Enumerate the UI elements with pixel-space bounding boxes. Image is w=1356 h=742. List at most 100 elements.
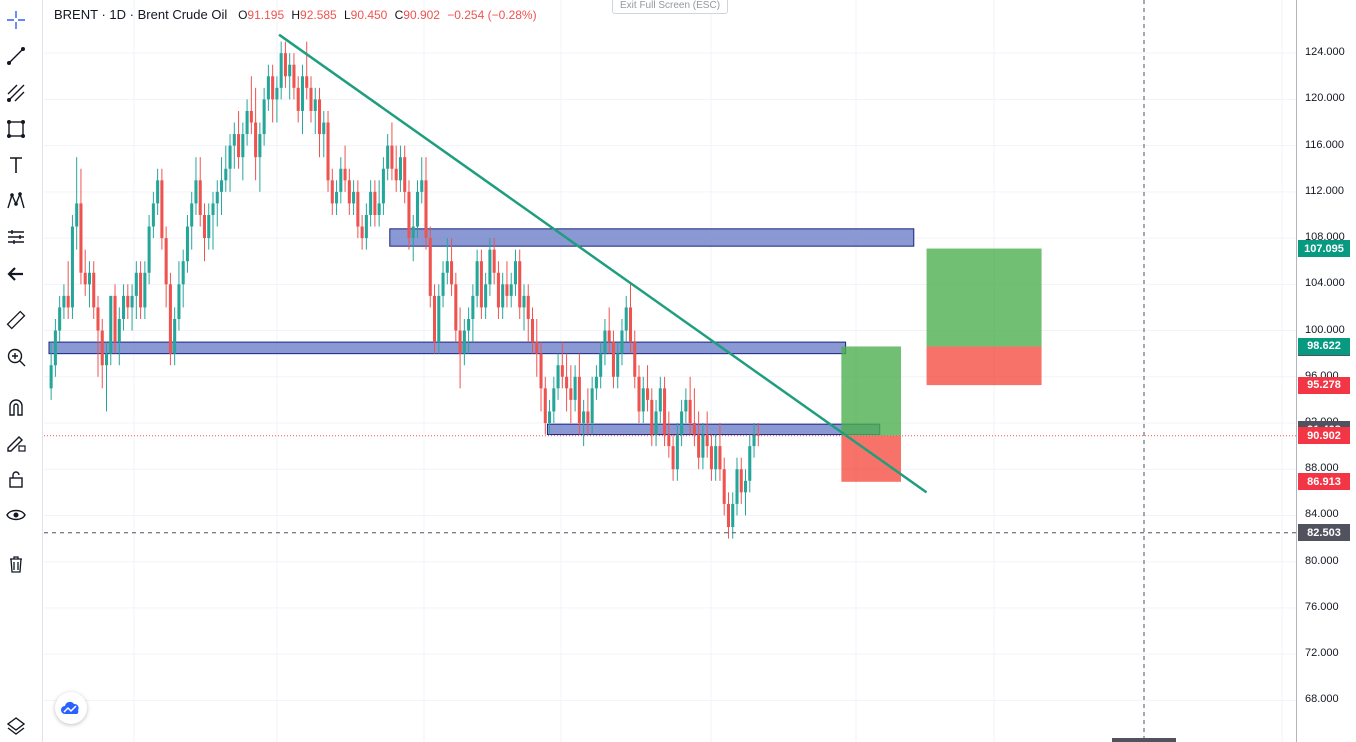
candle-body	[641, 388, 645, 412]
lock-icon[interactable]	[3, 466, 29, 492]
candle-body	[462, 330, 466, 354]
symbol-legend: BRENT · 1D · Brent Crude Oil O91.195 H92…	[54, 7, 537, 22]
candle-body	[160, 180, 164, 239]
candle-body	[352, 191, 356, 204]
exit-fullscreen-button[interactable]: Exit Full Screen (ESC)	[612, 0, 729, 14]
legend-close-label: C	[394, 8, 404, 22]
candle-body	[228, 145, 232, 169]
candle-body	[185, 226, 189, 262]
candle-body	[552, 388, 556, 412]
price-badge: 90.902	[1298, 427, 1350, 445]
trash-icon[interactable]	[3, 551, 29, 577]
candle-body	[680, 411, 684, 435]
price-badge: 95.278	[1298, 376, 1350, 394]
candle-body	[75, 203, 79, 227]
candle-body	[241, 134, 245, 158]
legend-interval[interactable]: 1D	[109, 7, 127, 22]
candle-body	[565, 376, 569, 389]
candle-body	[190, 203, 194, 227]
chart-canvas[interactable]	[44, 0, 1296, 742]
price-scale[interactable]: 124.000 120.000 116.000 112.000 108.000 104.0…	[1296, 0, 1356, 742]
eye-icon[interactable]	[3, 502, 29, 528]
zoom-in-icon[interactable]	[3, 344, 29, 370]
candle-body	[232, 134, 236, 146]
chart-pane[interactable]	[44, 0, 1296, 742]
legend-low-label: L	[343, 8, 351, 22]
candle-body	[667, 434, 671, 447]
support-resistance-zone	[389, 228, 915, 247]
text-icon[interactable]	[3, 152, 29, 178]
candle-body	[113, 295, 117, 343]
candle-body	[752, 434, 756, 447]
candle-body	[722, 469, 726, 504]
candle-body	[454, 284, 458, 331]
candle-body	[139, 272, 143, 308]
legend-high-label: H	[291, 8, 301, 22]
drawing-toolbar	[0, 0, 43, 742]
ruler-icon[interactable]	[3, 307, 29, 333]
candle-body	[513, 261, 517, 285]
candle-body	[262, 99, 266, 135]
candle-body	[411, 226, 415, 239]
candle-body	[569, 388, 573, 400]
candle-body	[198, 180, 202, 215]
candle-body	[49, 365, 53, 389]
candle-body	[607, 330, 611, 343]
trend-line-icon[interactable]	[3, 43, 29, 69]
candle-body	[322, 122, 326, 135]
price-tick-label: 124.000	[1305, 46, 1345, 59]
candle-body	[279, 53, 283, 88]
layers-icon[interactable]	[3, 713, 29, 739]
candle-body	[117, 318, 121, 343]
lock-drawing-icon[interactable]	[3, 430, 29, 456]
long-position-loss-zone	[841, 435, 901, 482]
candle-body	[305, 76, 309, 88]
candle-body	[53, 330, 57, 366]
candle-body	[697, 434, 701, 458]
candle-body	[577, 376, 581, 424]
candle-body	[603, 330, 607, 354]
candle-body	[654, 411, 658, 435]
back-arrow-icon[interactable]	[3, 261, 29, 287]
candle-body	[134, 272, 138, 296]
candle-body	[156, 180, 160, 204]
price-tick-label: 76.000	[1305, 600, 1339, 613]
long-position-loss-zone	[926, 346, 1042, 386]
candle-body	[599, 353, 603, 377]
legend-symbol[interactable]: BRENT	[54, 7, 98, 22]
candle-body	[471, 295, 475, 319]
candle-body	[590, 388, 594, 424]
pitchfork-icon[interactable]	[3, 80, 29, 106]
time-scale-handle[interactable]	[1112, 738, 1176, 742]
candle-body	[437, 295, 441, 343]
magnet-icon[interactable]	[3, 394, 29, 420]
crosshair-icon[interactable]	[3, 7, 29, 33]
rectangle-icon[interactable]	[3, 116, 29, 142]
candle-body	[181, 261, 185, 285]
candle-body	[58, 307, 62, 331]
candle-body	[317, 99, 322, 135]
candle-body	[364, 214, 368, 239]
candle-body	[100, 330, 104, 366]
candle-body	[475, 261, 479, 296]
candle-body	[130, 295, 134, 308]
candle-body	[224, 168, 228, 181]
candle-body	[445, 261, 449, 273]
candle-body	[756, 434, 760, 436]
legend-name: Brent Crude Oil	[137, 7, 228, 22]
long-position-profit-zone	[926, 248, 1042, 347]
prediction-icon[interactable]	[3, 224, 29, 250]
candle-body	[266, 76, 270, 100]
price-badge: 86.913	[1298, 473, 1350, 491]
candle-body	[530, 318, 535, 343]
candle-body	[373, 191, 377, 215]
candle-body	[726, 503, 730, 528]
legend-high-value: 92.585	[300, 8, 337, 22]
pattern-icon[interactable]	[3, 188, 29, 214]
candle-body	[104, 353, 109, 366]
candle-body	[509, 284, 513, 296]
candle-body	[692, 423, 696, 435]
price-tick-label: 116.000	[1305, 138, 1344, 151]
candle-body	[616, 353, 620, 377]
tradingview-logo[interactable]	[55, 692, 87, 724]
